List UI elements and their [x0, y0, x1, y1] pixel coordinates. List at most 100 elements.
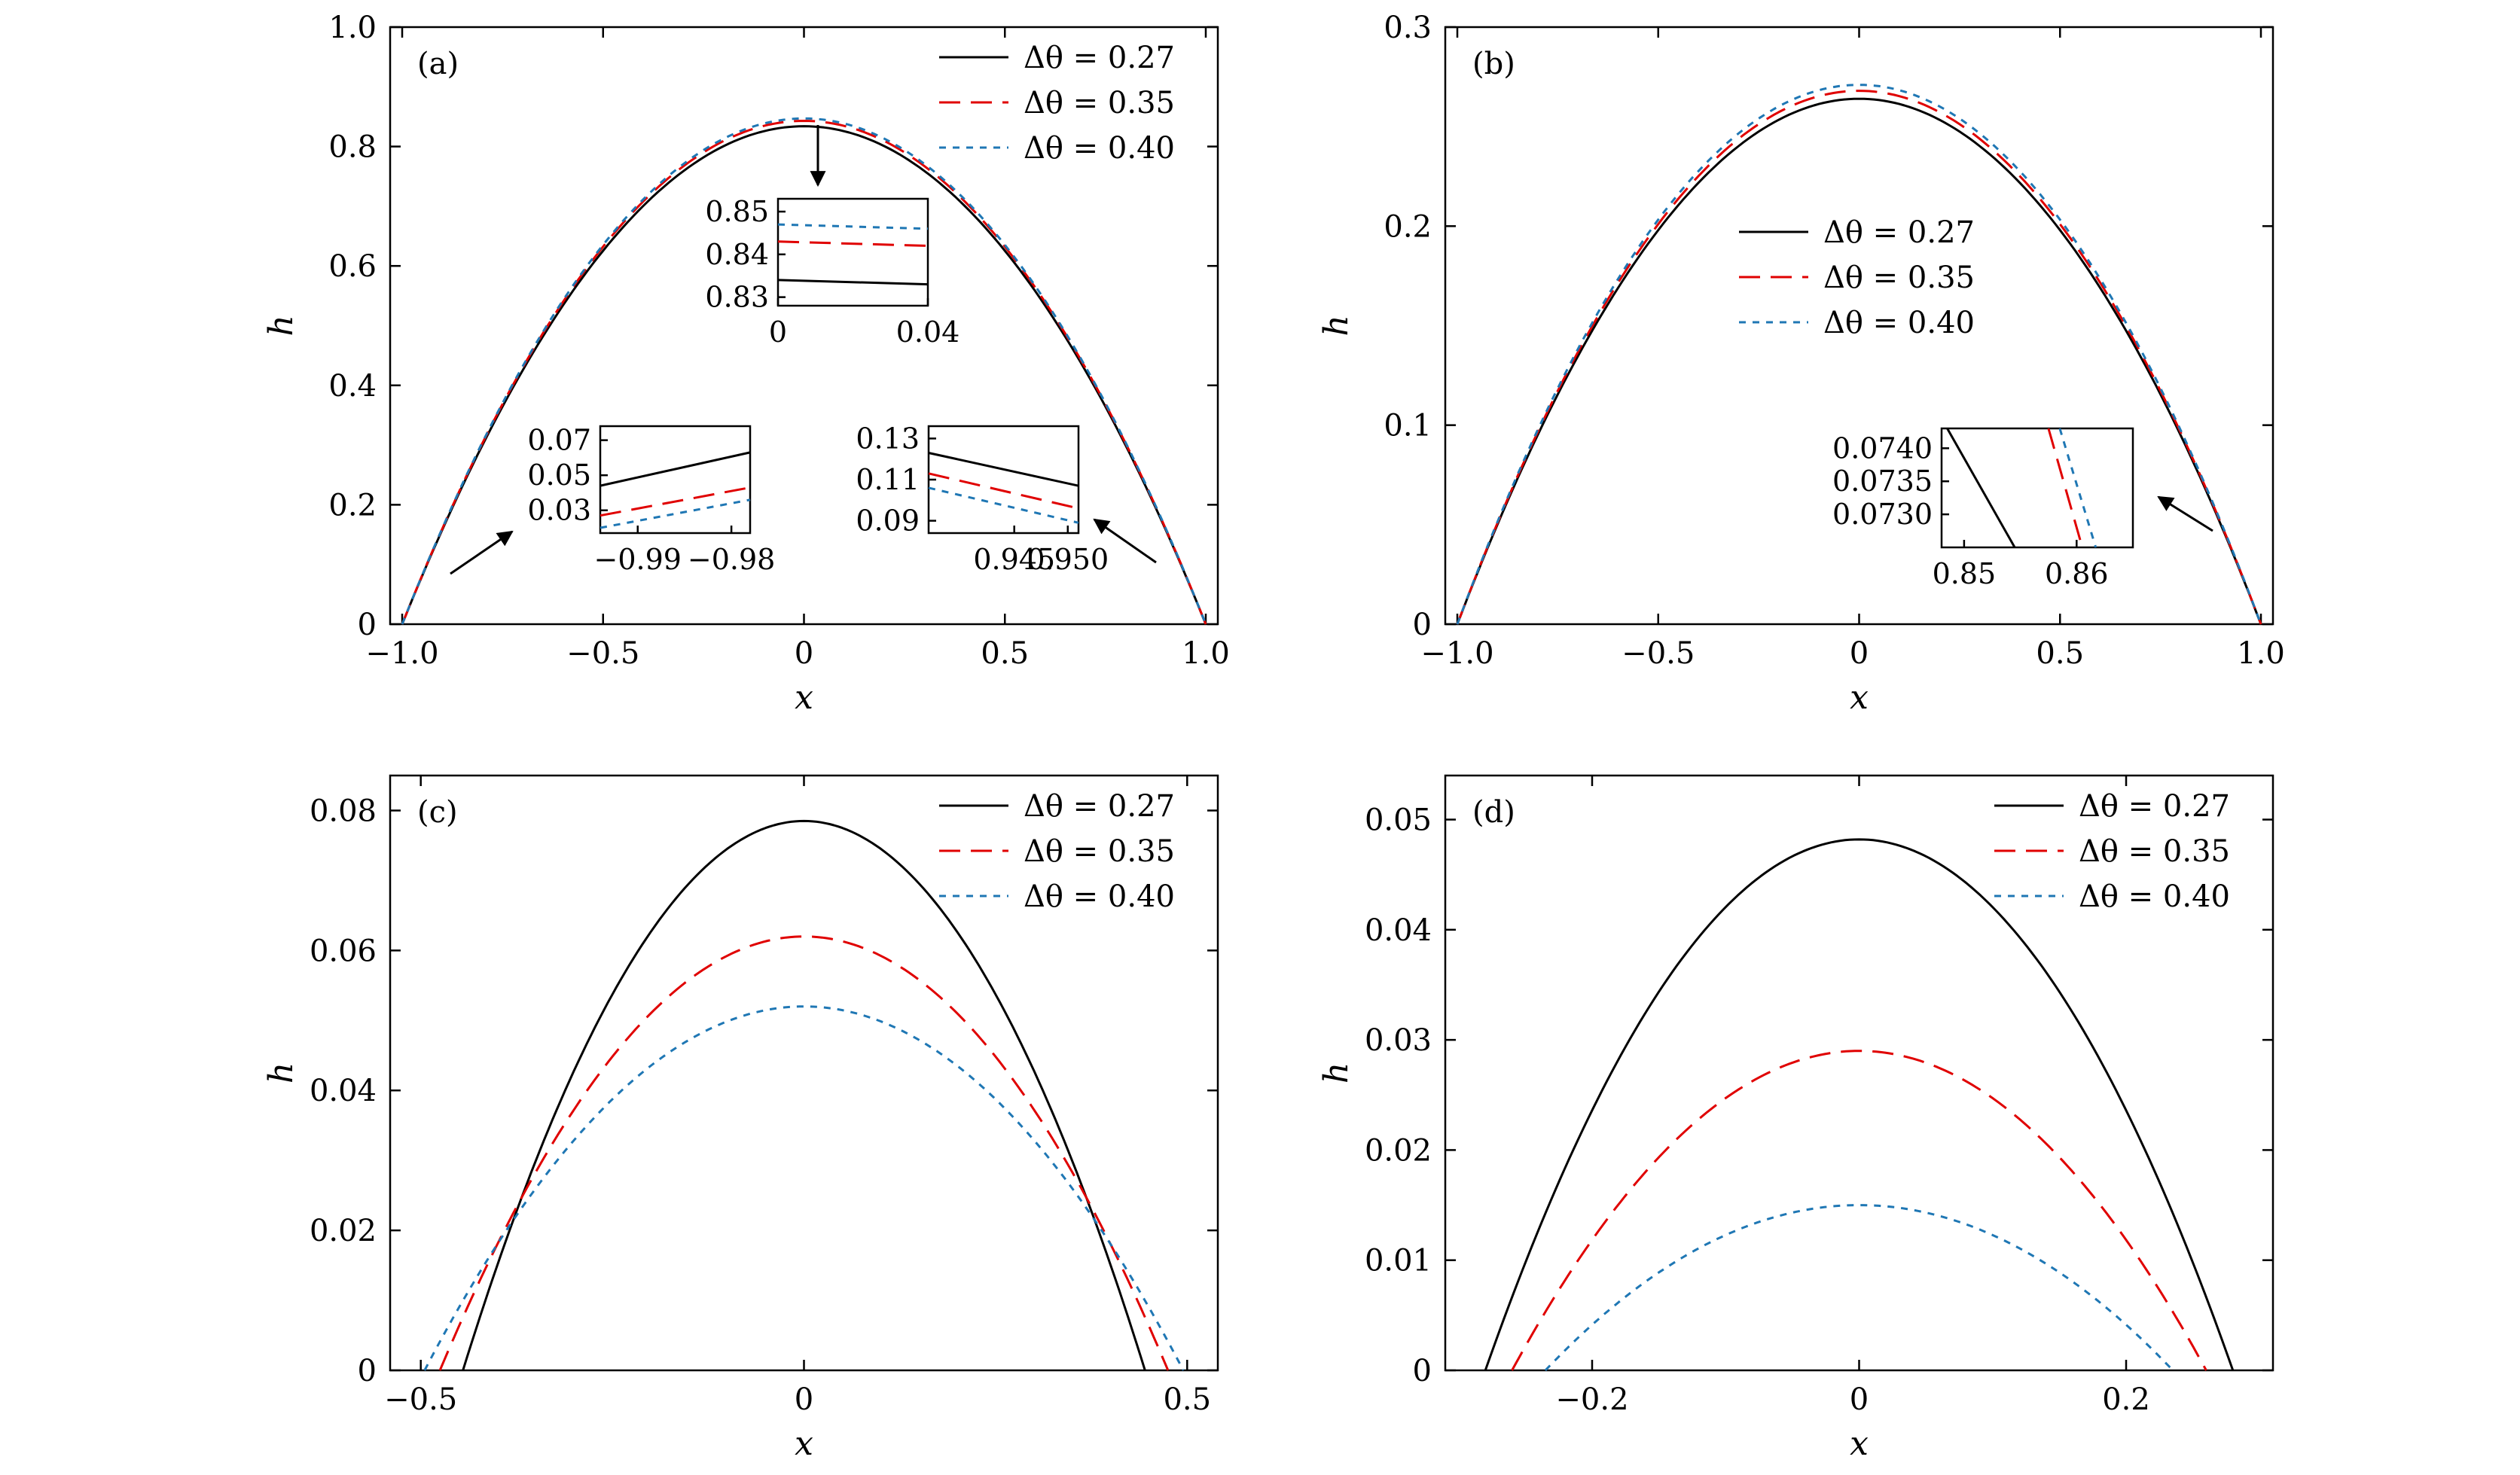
x-tick-label: 0.5	[2036, 636, 2084, 671]
x-tick-label: 0	[1850, 636, 1869, 671]
zoom-arrow	[2157, 495, 2213, 532]
legend-label-2: Δθ = 0.35	[1024, 834, 1175, 869]
inset-series-line-1	[1946, 428, 2016, 548]
zoom-arrow	[450, 530, 514, 575]
inset-frame	[776, 197, 929, 307]
y-tick-label: 1.0	[328, 11, 377, 45]
inset-series-line-3	[928, 486, 1079, 524]
legend-label-3: Δθ = 0.40	[1823, 306, 1975, 340]
panel-label: (b)	[1472, 47, 1515, 81]
series-line-3	[1544, 1204, 2174, 1372]
legend-label-1: Δθ = 0.27	[1024, 41, 1175, 75]
series-line-2	[401, 120, 1207, 625]
inset-y-tick-label: 0.83	[705, 281, 769, 314]
inset-y-tick-label: 0.03	[527, 494, 591, 527]
inset-frame	[927, 425, 1080, 535]
inset-series-line-2	[777, 240, 929, 247]
legend-label-2: Δθ = 0.35	[2079, 834, 2230, 869]
legend-label-3: Δθ = 0.40	[1024, 879, 1175, 914]
inset-y-tick-label: 0.05	[527, 459, 591, 492]
y-tick-label: 0	[358, 1354, 377, 1388]
panel-label: (d)	[1472, 795, 1515, 830]
panel-label: (a)	[417, 47, 459, 81]
x-tick-label: 0	[795, 1382, 813, 1417]
y-tick-label: 0.08	[310, 794, 377, 828]
legend: Δθ = 0.27 Δθ = 0.35 Δθ = 0.40	[939, 41, 1175, 166]
panel-label: (c)	[417, 795, 458, 830]
x-tick-label: 1.0	[1182, 636, 1230, 671]
x-tick-label: 0	[795, 636, 813, 671]
zoom-arrow	[1093, 518, 1157, 564]
inset-series-line-2	[2047, 428, 2084, 548]
inset-x-tick-label: 0.945	[973, 543, 1055, 576]
inset-a-1: 0 0.04 0.85 0.84 0.83	[705, 195, 959, 349]
inset-x-tick-label: −0.99	[594, 543, 682, 576]
inset-x-tick-label: 0.950	[1027, 543, 1109, 576]
inset-a-2: −0.99 −0.98 0.070.050.03	[527, 424, 775, 576]
y-axis-label: h	[1317, 1062, 1356, 1083]
y-tick-label: 0.04	[310, 1074, 377, 1108]
x-axis-label: x	[1850, 1425, 1869, 1463]
series-line-2	[1456, 90, 2262, 625]
legend: Δθ = 0.27 Δθ = 0.35 Δθ = 0.40	[1739, 215, 1975, 340]
legend-label-1: Δθ = 0.27	[2079, 789, 2230, 824]
series-line-1	[1484, 838, 2235, 1371]
x-tick-label: −0.5	[384, 1382, 457, 1417]
inset-series-line-1	[599, 451, 751, 487]
x-tick-label: 0	[1850, 1382, 1869, 1417]
inset-x-tick-label: −0.98	[688, 543, 775, 576]
inset-y-tick-label: 0.09	[856, 504, 920, 538]
y-tick-label: 0.8	[328, 130, 377, 165]
x-tick-label: 0.2	[2102, 1382, 2150, 1417]
x-tick-label: −0.5	[566, 636, 639, 671]
x-tick-label: 0.5	[1163, 1382, 1211, 1417]
x-tick-label: −1.0	[1420, 636, 1493, 671]
inset-series-line-1	[777, 279, 929, 286]
series-line-1	[462, 819, 1146, 1371]
legend: Δθ = 0.27 Δθ = 0.35 Δθ = 0.40	[939, 789, 1175, 914]
x-tick-label: −1.0	[365, 636, 438, 671]
legend-label-1: Δθ = 0.27	[1024, 789, 1175, 824]
x-axis-label: x	[795, 1425, 813, 1463]
series-line-3	[1456, 84, 2262, 625]
series-line-1	[1456, 97, 2262, 625]
inset-x-tick-label: 0	[769, 315, 787, 349]
x-tick-label: 0.5	[981, 636, 1029, 671]
inset-series-line-1	[928, 452, 1079, 487]
y-tick-label: 0.03	[1365, 1023, 1432, 1058]
panel-b: −1.0 −0.5 0 0.5 1.000.10.20.3xh(b)Δθ = 0.27Δ…	[1317, 11, 2285, 717]
x-tick-label: −0.2	[1555, 1382, 1628, 1417]
y-tick-label: 0.6	[328, 249, 377, 284]
inset-series-line-3	[777, 223, 929, 230]
inset-x-tick-label: 0.85	[1933, 557, 1997, 590]
inset-y-tick-label: 0.0730	[1832, 498, 1933, 531]
legend-label-1: Δθ = 0.27	[1823, 215, 1975, 250]
y-tick-label: 0	[1413, 608, 1432, 642]
y-tick-label: 0.05	[1365, 803, 1432, 838]
y-axis-label: h	[262, 315, 301, 336]
inset-series-line-2	[599, 486, 751, 517]
y-tick-label: 0.04	[1365, 913, 1432, 948]
inset-series-line-2	[928, 472, 1079, 510]
series-line-3	[423, 1005, 1185, 1371]
series-line-1	[401, 125, 1207, 625]
inset-y-tick-label: 0.84	[705, 238, 769, 271]
series-line-2	[1511, 1050, 2207, 1371]
inset-y-tick-label: 0.85	[705, 195, 769, 228]
legend: Δθ = 0.27 Δθ = 0.35 Δθ = 0.40	[1994, 789, 2230, 914]
x-tick-label: 1.0	[2237, 636, 2285, 671]
y-tick-label: 0.3	[1384, 11, 1432, 45]
y-tick-label: 0	[1413, 1354, 1432, 1388]
inset-y-tick-label: 0.11	[856, 463, 920, 496]
inset-y-tick-label: 0.07	[527, 424, 591, 457]
inset-y-tick-label: 0.0735	[1832, 465, 1933, 498]
y-tick-label: 0	[358, 608, 377, 642]
y-tick-label: 0.2	[1384, 209, 1432, 244]
x-axis-label: x	[795, 678, 813, 717]
y-tick-label: 0.1	[1384, 409, 1432, 443]
panel-d: −0.2 0 0.2 0 0.01 0.02 0.03 0.04 0.05 x h (d) Δθ = 0…	[1317, 774, 2274, 1463]
